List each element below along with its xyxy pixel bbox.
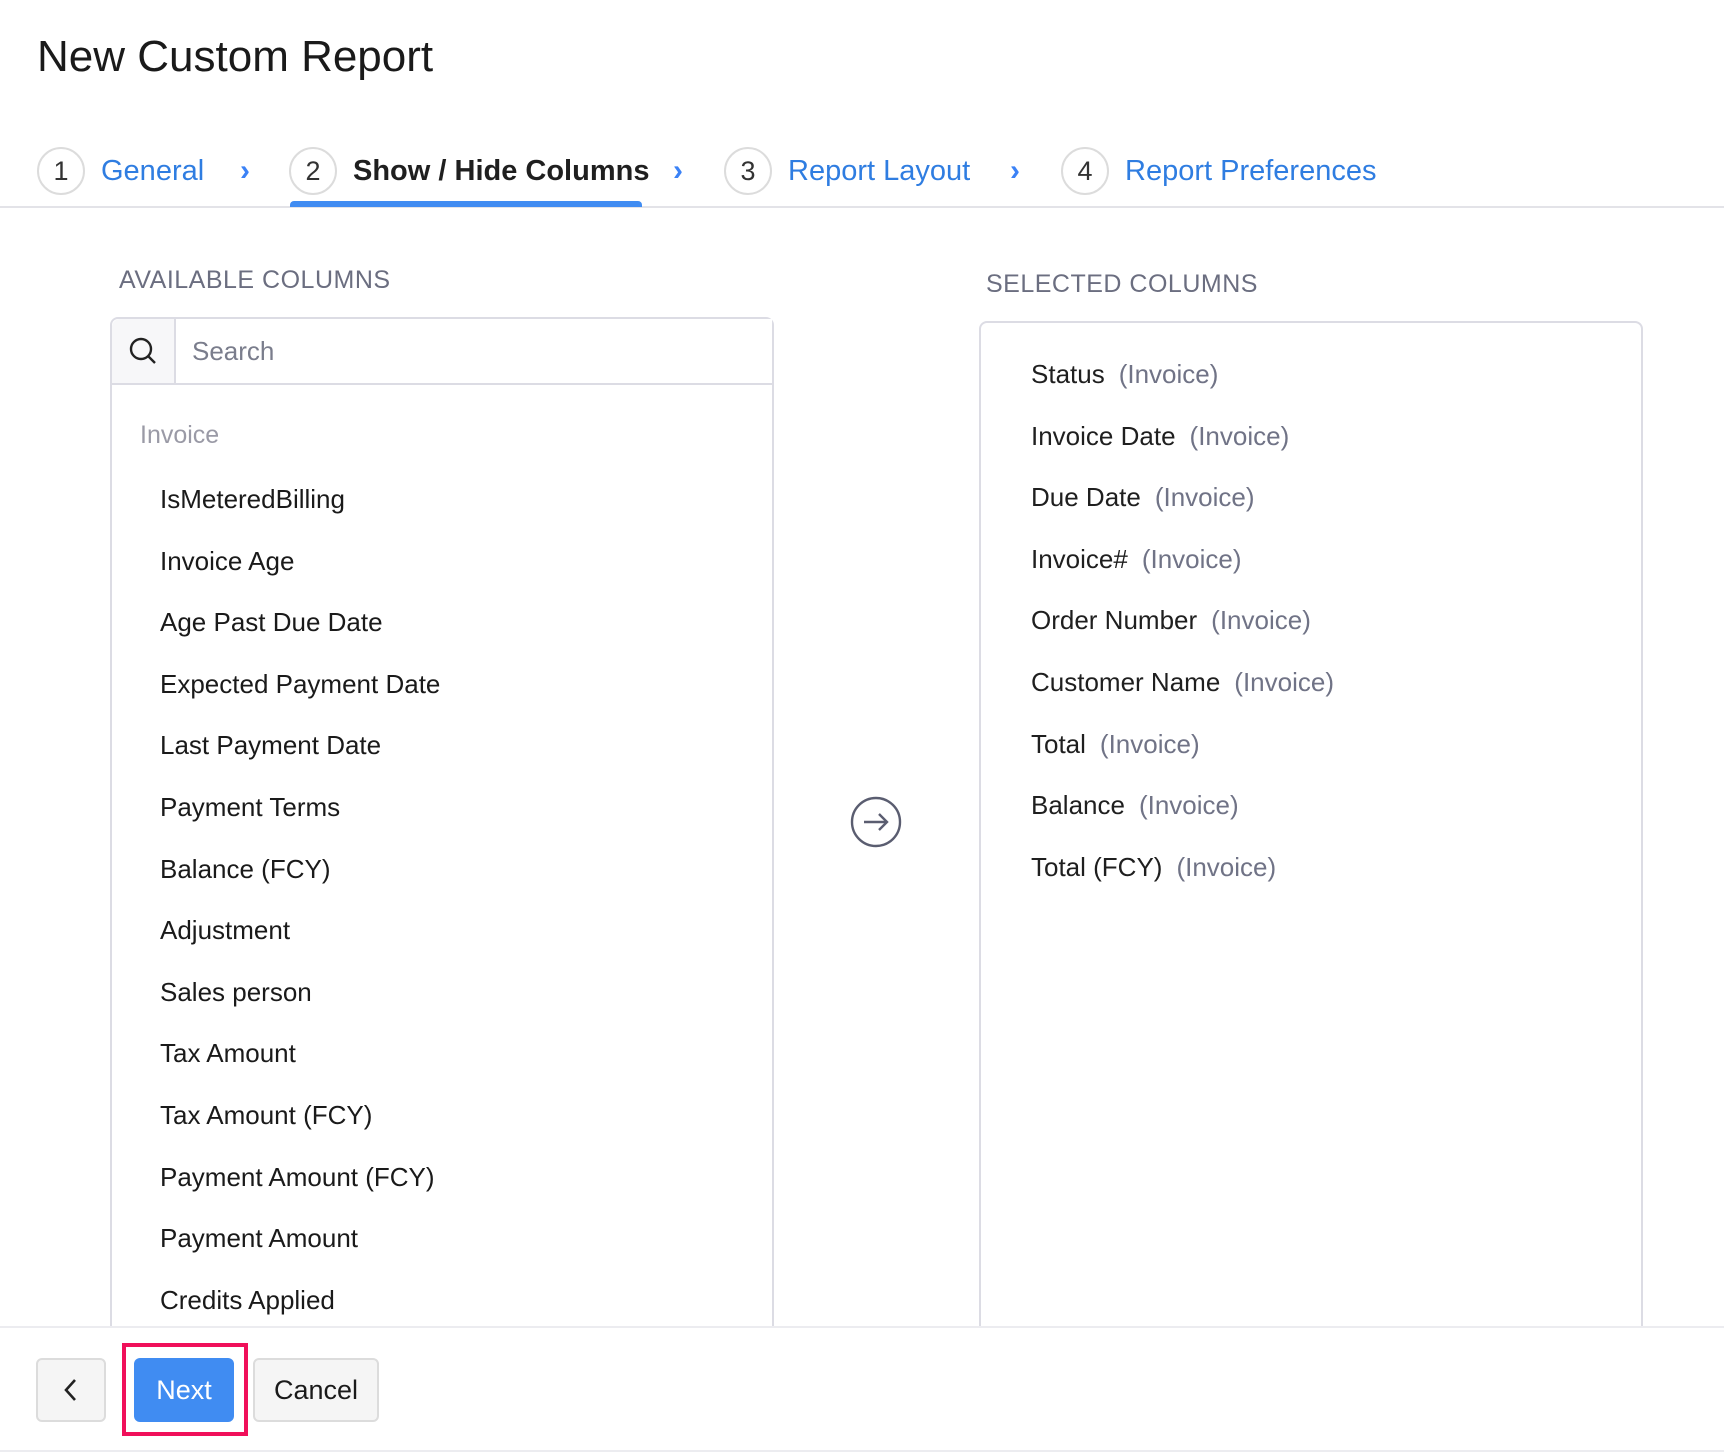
chevron-right-icon: › — [673, 154, 683, 187]
column-entity: (Invoice) — [1099, 728, 1200, 759]
step-number: 4 — [1061, 147, 1109, 195]
column-name: Status — [1031, 359, 1105, 389]
column-name: Balance — [1031, 790, 1125, 821]
move-right-arrow-icon[interactable] — [850, 796, 902, 848]
available-column-item[interactable]: Sales person — [160, 976, 312, 1007]
search-input[interactable] — [176, 319, 772, 383]
selected-column-item[interactable]: Due Date (Invoice) — [981, 467, 1641, 529]
available-columns-panel: Invoice IsMeteredBilling Invoice Age Age P… — [110, 317, 774, 1326]
available-column-item[interactable]: Last Payment Date — [160, 730, 382, 761]
available-column-item[interactable]: IsMeteredBilling — [160, 484, 345, 514]
selected-column-item[interactable]: Customer Name (Invoice) — [981, 652, 1641, 714]
search-bar — [112, 319, 772, 385]
column-entity: (Invoice) — [1189, 420, 1290, 451]
step-label: General — [101, 154, 205, 187]
step-report-layout[interactable]: 3 Report Layout — [724, 146, 970, 196]
back-button[interactable] — [36, 1358, 106, 1422]
page-title: New Custom Report — [37, 32, 434, 81]
step-label: Show / Hide Columns — [353, 154, 650, 187]
available-column-item[interactable]: Balance (FCY) — [160, 853, 331, 884]
selected-column-item[interactable]: Invoice# (Invoice) — [981, 529, 1641, 591]
available-column-item[interactable]: Adjustment — [160, 915, 291, 946]
column-entity: (Invoice) — [1118, 359, 1219, 389]
column-name: Order Number — [1031, 605, 1198, 636]
step-number: 3 — [724, 147, 772, 195]
available-columns-list: IsMeteredBilling Invoice Age Age Past Due … — [112, 469, 772, 1331]
active-step-indicator — [290, 201, 642, 207]
column-entity: (Invoice) — [1176, 851, 1277, 882]
selected-columns-heading: SELECTED COLUMNS — [986, 270, 1258, 298]
available-columns-heading: AVAILABLE COLUMNS — [119, 266, 391, 294]
column-entity: (Invoice) — [1141, 543, 1242, 574]
selected-columns-list: Status (Invoice) Invoice Date (Invoice) Due … — [981, 344, 1641, 898]
footer-bar: Next Cancel — [0, 1326, 1724, 1452]
chevron-left-icon — [64, 1379, 76, 1401]
column-name: Customer Name — [1031, 666, 1221, 697]
step-general[interactable]: 1 General — [37, 146, 204, 196]
column-entity: (Invoice) — [1234, 666, 1334, 697]
step-number: 1 — [37, 147, 85, 195]
available-column-item[interactable]: Expected Payment Date — [160, 668, 441, 699]
step-number: 2 — [289, 147, 337, 195]
group-label-invoice: Invoice — [140, 421, 220, 449]
chevron-right-icon: › — [1010, 154, 1020, 187]
available-column-item[interactable]: Tax Amount (FCY) — [160, 1099, 373, 1130]
column-name: Total — [1031, 728, 1086, 759]
selected-column-item[interactable]: Invoice Date (Invoice) — [981, 406, 1641, 468]
available-column-item[interactable]: Age Past Due Date — [160, 607, 383, 638]
column-name: Invoice Date — [1031, 420, 1176, 451]
available-column-item[interactable]: Payment Amount (FCY) — [160, 1161, 435, 1192]
step-label: Report Preferences — [1125, 154, 1377, 187]
step-report-preferences[interactable]: 4 Report Preferences — [1061, 146, 1376, 196]
selected-column-item[interactable]: Status (Invoice) — [981, 344, 1641, 406]
available-column-item[interactable]: Payment Terms — [160, 791, 341, 822]
cancel-button[interactable]: Cancel — [253, 1358, 379, 1422]
available-column-item[interactable]: Credits Applied — [160, 1284, 335, 1315]
chevron-right-icon: › — [240, 154, 250, 187]
wizard-steps: 1 General › 2 Show / Hide Columns › 3 Re… — [0, 140, 1724, 208]
selected-columns-panel: Status (Invoice) Invoice Date (Invoice) Due … — [979, 321, 1643, 1326]
search-icon — [112, 319, 176, 383]
step-label: Report Layout — [788, 154, 971, 187]
column-name: Invoice# — [1031, 543, 1128, 574]
step-show-hide-columns[interactable]: 2 Show / Hide Columns — [289, 146, 649, 196]
column-entity: (Invoice) — [1154, 482, 1255, 513]
column-name: Total (FCY) — [1031, 851, 1163, 882]
selected-column-item[interactable]: Balance (Invoice) — [981, 775, 1641, 837]
selected-column-item[interactable]: Total (FCY) (Invoice) — [981, 837, 1641, 899]
available-column-item[interactable]: Tax Amount — [160, 1038, 296, 1069]
next-button[interactable]: Next — [134, 1358, 234, 1422]
column-name: Due Date — [1031, 482, 1141, 513]
available-column-item[interactable]: Invoice Age — [160, 545, 295, 576]
highlight-box — [122, 1343, 248, 1436]
selected-column-item[interactable]: Order Number (Invoice) — [981, 590, 1641, 652]
column-entity: (Invoice) — [1211, 605, 1311, 636]
available-column-item[interactable]: Payment Amount — [160, 1223, 358, 1254]
column-entity: (Invoice) — [1138, 790, 1239, 821]
selected-column-item[interactable]: Total (Invoice) — [981, 714, 1641, 776]
